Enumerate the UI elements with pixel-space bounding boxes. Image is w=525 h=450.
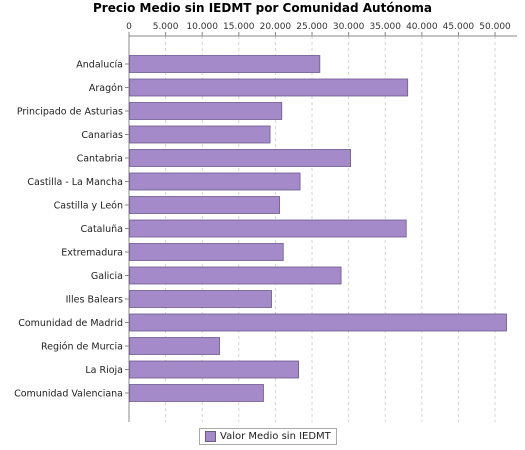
chart-title: Precio Medio sin IEDMT por Comunidad Aut… (93, 1, 432, 15)
category-label: La Rioja (85, 365, 123, 376)
category-label: Canarias (81, 130, 123, 141)
bar (129, 196, 280, 214)
category-label: Extremadura (61, 248, 123, 259)
category-label: Comunidad Valenciana (14, 389, 123, 400)
category-label: Comunidad de Madrid (18, 318, 123, 329)
category-label: Illes Balears (66, 295, 123, 306)
category-label: Región de Murcia (41, 342, 123, 353)
x-tick-label: 5.000 (153, 22, 179, 32)
x-tick-label: 35.000 (369, 22, 401, 32)
x-tick-label: 15.000 (223, 22, 255, 32)
bar (129, 219, 407, 238)
bar (129, 290, 272, 308)
bar (129, 337, 220, 355)
x-tick-label: 30.000 (333, 22, 365, 32)
legend-swatch (205, 431, 216, 442)
bar (129, 266, 342, 285)
category-label: Principado de Asturias (17, 107, 123, 118)
bar (129, 384, 264, 402)
category-label: Castilla y León (54, 201, 123, 212)
category-label: Cataluña (80, 224, 123, 235)
bar (129, 102, 283, 120)
bar (129, 243, 284, 261)
category-label: Castilla - La Mancha (27, 177, 123, 188)
bar (129, 360, 300, 379)
bar (129, 313, 507, 332)
x-tick-label: 40.000 (406, 22, 438, 32)
category-label: Galicia (91, 271, 123, 282)
x-tick-label: 10.000 (186, 22, 218, 32)
x-tick-label: 25.000 (296, 22, 328, 32)
bar (129, 55, 321, 73)
category-label: Cantabria (77, 154, 123, 165)
legend-label: Valor Medio sin IEDMT (220, 431, 331, 442)
x-tick-label: 20.000 (260, 22, 292, 32)
x-tick-label: 45.000 (443, 22, 475, 32)
legend: Valor Medio sin IEDMT (199, 428, 337, 445)
bar (129, 172, 301, 191)
category-label: Andalucía (76, 60, 123, 71)
bar (129, 78, 409, 97)
category-label: Aragón (89, 83, 123, 94)
bar (129, 125, 271, 144)
x-tick-label: 0 (126, 22, 132, 32)
bar (129, 149, 351, 167)
x-tick-label: 50.000 (479, 22, 511, 32)
